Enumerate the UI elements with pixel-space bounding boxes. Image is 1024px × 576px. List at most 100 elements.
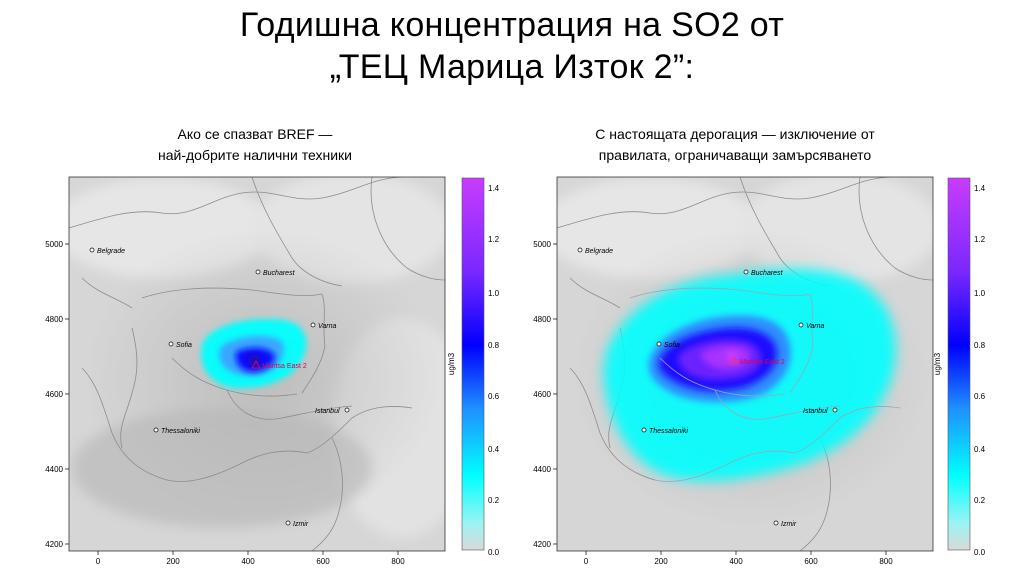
x-tick-label: 600 bbox=[804, 557, 818, 566]
colorbar-tick: 1.2 bbox=[974, 235, 986, 244]
y-tick-label: 4400 bbox=[45, 465, 63, 474]
city-label-sofia: Sofia bbox=[176, 342, 192, 349]
colorbar-tick: 0.6 bbox=[488, 392, 500, 401]
city-marker-izmir bbox=[285, 520, 291, 526]
map-area bbox=[69, 177, 445, 551]
plant-marker: Maritsa East 2 bbox=[729, 355, 785, 366]
right-panel-title: С настоящата дерогация — изключение от п… bbox=[505, 124, 965, 166]
city-label-istanbul: Istanbul bbox=[315, 408, 340, 415]
y-tick-label: 4600 bbox=[533, 390, 551, 399]
city-markers: Belgrade Bucharest Varna Sofia Istanbul … bbox=[577, 247, 838, 528]
colorbar-tick: 0.0 bbox=[974, 548, 986, 557]
plant-label: Maritsa East 2 bbox=[262, 363, 307, 370]
left-concentration-map: Belgrade Bucharest Varna Sofia Istanbul … bbox=[45, 176, 500, 566]
city-marker-istanbul bbox=[344, 407, 350, 413]
city-label-varna: Varna bbox=[806, 323, 825, 330]
y-tick-label: 5000 bbox=[45, 240, 63, 249]
y-tick-label: 4800 bbox=[533, 315, 551, 324]
city-label-thessaloniki: Thessaloniki bbox=[649, 428, 688, 435]
left-panel-title-line-2: най-добрите налични техники bbox=[158, 147, 352, 163]
left-panel-title: Ако се спазват BREF — най-добрите наличн… bbox=[25, 124, 485, 166]
colorbar-tick: 1.0 bbox=[974, 289, 986, 298]
map-area bbox=[557, 177, 933, 551]
left-panel-title-line-1: Ако се спазват BREF — bbox=[177, 126, 333, 142]
colorbar-tick: 0.6 bbox=[974, 392, 986, 401]
city-label-bucharest: Bucharest bbox=[263, 270, 296, 277]
city-label-thessaloniki: Thessaloniki bbox=[161, 428, 200, 435]
city-marker-sofia bbox=[656, 341, 662, 347]
y-tick-label: 4200 bbox=[533, 540, 551, 549]
so2-plume bbox=[603, 269, 896, 482]
right-concentration-map: Belgrade Bucharest Varna Sofia Istanbul … bbox=[533, 176, 986, 566]
x-tick-label: 600 bbox=[316, 557, 330, 566]
city-marker-varna bbox=[798, 322, 804, 328]
colorbar-tick: 0.2 bbox=[488, 496, 500, 505]
city-marker-belgrade bbox=[89, 247, 95, 253]
x-tick-label: 0 bbox=[96, 557, 101, 566]
x-tick-label: 0 bbox=[584, 557, 589, 566]
colorbar-tick: 0.8 bbox=[488, 341, 500, 350]
plant-label: Maritsa East 2 bbox=[740, 359, 785, 366]
main-title-line-1: Годишна концентрация на SO2 от bbox=[239, 6, 785, 44]
colorbar-tick: 1.2 bbox=[488, 235, 500, 244]
map-frame bbox=[556, 176, 934, 552]
city-label-sofia: Sofia bbox=[664, 342, 680, 349]
colorbar-tick: 0.4 bbox=[488, 445, 500, 454]
colorbar-tick: 0.2 bbox=[974, 496, 986, 505]
colorbar-tick: 1.4 bbox=[974, 184, 986, 193]
x-tick-label: 200 bbox=[166, 557, 180, 566]
city-marker-bucharest bbox=[255, 269, 261, 275]
city-label-belgrade: Belgrade bbox=[585, 248, 613, 255]
city-marker-istanbul bbox=[832, 407, 838, 413]
city-label-varna: Varna bbox=[318, 323, 337, 330]
plant-marker: Maritsa East 2 bbox=[251, 359, 307, 370]
colorbar: 1.4 1.2 1.0 0.8 0.6 0.4 0.2 0.0 ug/m3 bbox=[933, 177, 986, 557]
x-axis: 0 200 400 600 800 bbox=[96, 551, 405, 566]
map-frame bbox=[68, 176, 446, 552]
colorbar-unit: ug/m3 bbox=[447, 352, 456, 375]
city-marker-belgrade bbox=[577, 247, 583, 253]
y-tick-label: 4200 bbox=[45, 540, 63, 549]
y-tick-label: 4400 bbox=[533, 465, 551, 474]
colorbar-gradient bbox=[947, 177, 971, 551]
city-label-istanbul: Istanbul bbox=[803, 408, 828, 415]
city-marker-thessaloniki bbox=[641, 427, 647, 433]
right-panel-title-line-2: правилата, ограничаващи замърсяването bbox=[598, 147, 872, 163]
x-tick-label: 400 bbox=[241, 557, 255, 566]
colorbar-tick: 1.4 bbox=[488, 184, 500, 193]
colorbar-tick: 0.8 bbox=[974, 341, 986, 350]
colorbar-unit: ug/m3 bbox=[933, 352, 942, 375]
y-axis: 5000 4800 4600 4400 4200 bbox=[533, 240, 557, 549]
x-tick-label: 800 bbox=[391, 557, 405, 566]
main-title: Годишна концентрация на SO2 от „ТЕЦ Мари… bbox=[0, 4, 1024, 88]
x-tick-label: 400 bbox=[729, 557, 743, 566]
city-label-bucharest: Bucharest bbox=[751, 270, 784, 277]
city-marker-varna bbox=[310, 322, 316, 328]
colorbar: 1.4 1.2 1.0 0.8 0.6 0.4 0.2 0.0 ug/m3 bbox=[447, 177, 500, 557]
y-tick-label: 5000 bbox=[533, 240, 551, 249]
y-axis: 5000 4800 4600 4400 4200 bbox=[45, 240, 69, 549]
y-tick-label: 4600 bbox=[45, 390, 63, 399]
colorbar-tick: 0.0 bbox=[488, 548, 500, 557]
city-markers: Belgrade Bucharest Varna Sofia Istanbul … bbox=[89, 247, 350, 528]
city-marker-sofia bbox=[168, 341, 174, 347]
x-tick-label: 200 bbox=[654, 557, 668, 566]
colorbar-tick: 1.0 bbox=[488, 289, 500, 298]
city-label-belgrade: Belgrade bbox=[97, 248, 125, 255]
borders-overlay bbox=[629, 287, 901, 482]
city-label-izmir: Izmir bbox=[781, 521, 797, 528]
y-tick-label: 4800 bbox=[45, 315, 63, 324]
main-title-line-2: „ТЕЦ Марица Изток 2”: bbox=[329, 48, 695, 86]
country-borders bbox=[69, 177, 445, 551]
colorbar-gradient bbox=[461, 177, 485, 551]
x-axis: 0 200 400 600 800 bbox=[584, 551, 893, 566]
colorbar-tick: 0.4 bbox=[974, 445, 986, 454]
city-label-izmir: Izmir bbox=[293, 521, 309, 528]
city-marker-thessaloniki bbox=[153, 427, 159, 433]
city-marker-izmir bbox=[773, 520, 779, 526]
x-tick-label: 800 bbox=[879, 557, 893, 566]
so2-plume bbox=[200, 318, 307, 389]
city-marker-bucharest bbox=[743, 269, 749, 275]
triangle-icon bbox=[251, 359, 261, 369]
triangle-icon bbox=[729, 355, 739, 365]
